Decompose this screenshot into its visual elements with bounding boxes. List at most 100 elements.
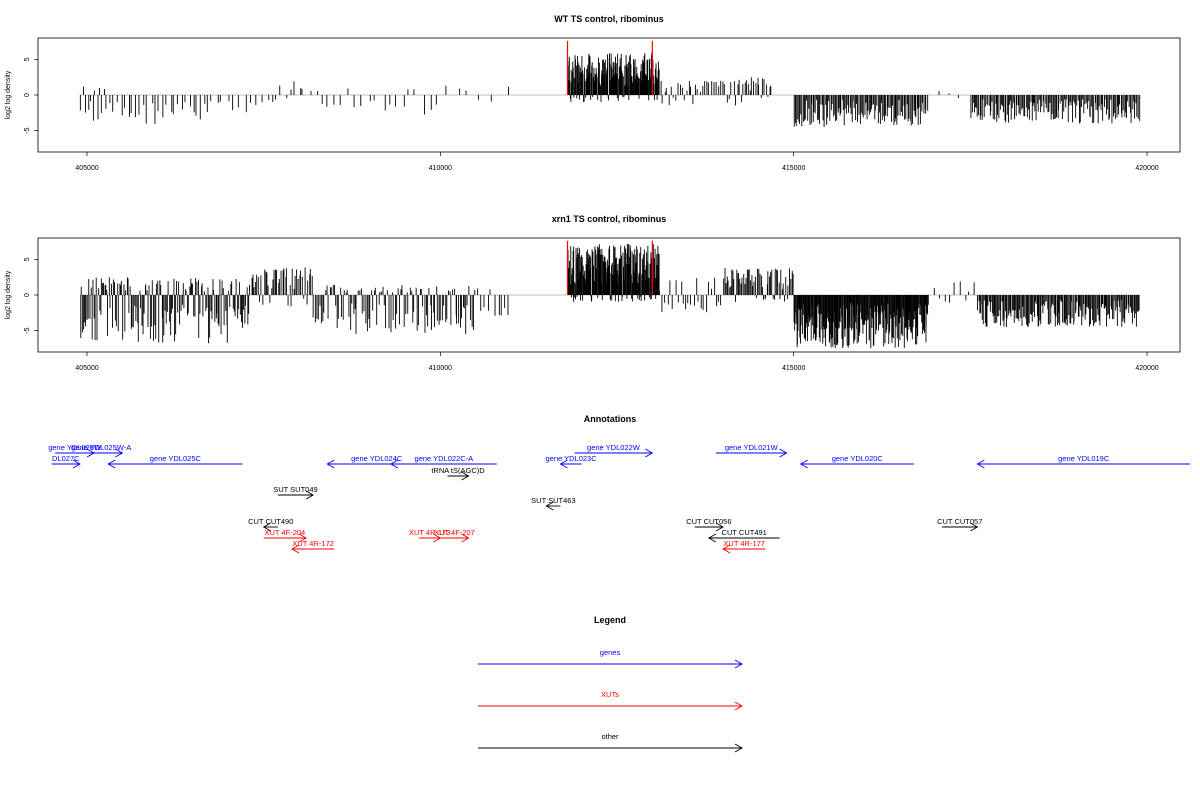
annotation-label: gene YDL022C-A — [415, 454, 474, 463]
x-tick-label: 420000 — [1135, 165, 1158, 172]
annotation-label: gene YDL025C — [150, 454, 202, 463]
annotation-item: gene YDL025W-A — [71, 443, 131, 458]
annotation-label: XUT 4F-207 — [434, 528, 475, 537]
annotation-item: gene YDL020C — [799, 454, 914, 469]
arrow-head — [461, 533, 470, 543]
annotation-item: XUT 4R-177 — [722, 539, 766, 554]
annotation-item: gene YDL025C — [107, 454, 243, 469]
arrow-head — [461, 471, 470, 481]
annotation-label: XUT 4F-204 — [265, 528, 306, 537]
annotation-arrow — [277, 490, 315, 500]
density-bars — [80, 243, 1140, 349]
annotation-arrow — [440, 533, 470, 543]
arrow-head — [389, 459, 399, 469]
legend-label: XUTs — [601, 690, 619, 699]
annotation-label: XUT 4R-173 — [409, 528, 451, 537]
annotation-item: SUT SUT049 — [273, 485, 318, 500]
annotation-arrow — [559, 459, 582, 469]
annotation-arrow — [262, 522, 278, 532]
annotation-item: CUT CUT057 — [937, 517, 982, 532]
arrow-head — [779, 448, 788, 458]
arrow-head — [715, 522, 724, 532]
annotation-arrow — [51, 459, 81, 469]
annotation-arrow — [707, 533, 780, 543]
annotation-item: tRNA tS(AGC)D — [431, 466, 485, 481]
density-bars — [79, 52, 1141, 127]
annotation-label: gene YDL019C — [1058, 454, 1110, 463]
annotation-label: gene YDL024C — [351, 454, 403, 463]
legend-item-genes: genes — [478, 648, 743, 669]
annotation-label: XUT 4R-172 — [292, 539, 334, 548]
legend-arrow — [478, 701, 743, 711]
annotation-arrow — [107, 459, 243, 469]
annotation-item: CUT CUT490 — [248, 517, 293, 532]
annotation-label: gene YDL026W — [48, 443, 102, 452]
annotation-item: XUT 4F-204 — [263, 528, 307, 543]
x-tick-label: 415000 — [782, 365, 805, 372]
annotation-item: CUT CUT056 — [686, 517, 732, 532]
legend-label: genes — [600, 648, 621, 657]
annotation-label: CUT CUT490 — [248, 517, 293, 526]
annotation-arrow — [942, 522, 979, 532]
arrow-head — [976, 459, 985, 469]
y-axis-label: log2 log density — [5, 70, 12, 119]
y-tick-label: 5 — [24, 57, 31, 61]
legend-item-xuts: XUTs — [478, 690, 743, 711]
x-tick-label: 410000 — [429, 165, 452, 172]
y-axis-label: log2 log density — [5, 270, 12, 319]
annotation-label: gene YDL023C — [545, 454, 597, 463]
arrow-head — [305, 490, 315, 500]
annotation-label: gene YDL021W — [725, 443, 779, 452]
arrow-head — [107, 459, 116, 469]
annotation-item: SUT SUT463 — [531, 496, 576, 511]
x-tick-label: 415000 — [782, 165, 805, 172]
annotation-label: CUT CUT057 — [937, 517, 982, 526]
y-tick-label: 0 — [24, 293, 31, 297]
annotation-item: XUT 4R-172 — [291, 539, 335, 554]
arrow-head — [722, 544, 731, 554]
legend-label: other — [601, 732, 619, 741]
annotation-arrow — [799, 459, 914, 469]
annotation-label: SUT SUT049 — [273, 485, 317, 494]
y-tick-label: -5 — [24, 127, 31, 133]
arrow-head — [298, 533, 307, 543]
y-tick-label: -5 — [24, 327, 31, 333]
arrow-head — [645, 448, 654, 458]
annotations-title: Annotations — [584, 414, 637, 424]
x-tick-label: 405000 — [75, 365, 98, 372]
annotation-label: gene YDL022W — [587, 443, 641, 452]
x-tick-label: 410000 — [429, 365, 452, 372]
chart-panel-1: WT TS control, ribominus 5 0 -5 log2 log den… — [5, 14, 1181, 172]
annotation-label: XUT 4R-177 — [723, 539, 765, 548]
annotation-label: SUT SUT463 — [531, 496, 575, 505]
annotation-label: tRNA tS(AGC)D — [431, 466, 485, 475]
annotation-label: CUT CUT056 — [686, 517, 731, 526]
chart-title: WT TS control, ribominus — [554, 14, 664, 24]
annotation-arrow — [976, 459, 1190, 469]
annotation-label: CUT CUT491 — [722, 528, 767, 537]
y-tick-label: 0 — [24, 93, 31, 97]
annotation-item: gene YDL022C-A — [389, 454, 497, 469]
annotation-label: gene YDL020C — [832, 454, 884, 463]
legend-item-other: other — [478, 732, 743, 753]
annotation-item: gene YDL021W — [715, 443, 788, 458]
arrow-head — [115, 448, 124, 458]
legend-arrow — [478, 743, 743, 753]
arrow-head — [734, 659, 743, 669]
arrow-head — [559, 459, 568, 469]
annotation-arrow — [263, 533, 307, 543]
legend: Legend genes XUTs other — [478, 615, 743, 753]
arrow-head — [72, 459, 81, 469]
annotation-arrow — [447, 471, 470, 481]
arrow-head — [734, 701, 743, 711]
annotation-label: gene YDL025W-A — [71, 443, 131, 452]
arrow-head — [970, 522, 979, 532]
annotation-arrow — [694, 522, 724, 532]
annotation-item: gene YDL022W — [574, 443, 654, 458]
x-tick-label: 405000 — [75, 165, 98, 172]
annotation-arrow — [722, 544, 766, 554]
arrow-head — [262, 522, 271, 532]
